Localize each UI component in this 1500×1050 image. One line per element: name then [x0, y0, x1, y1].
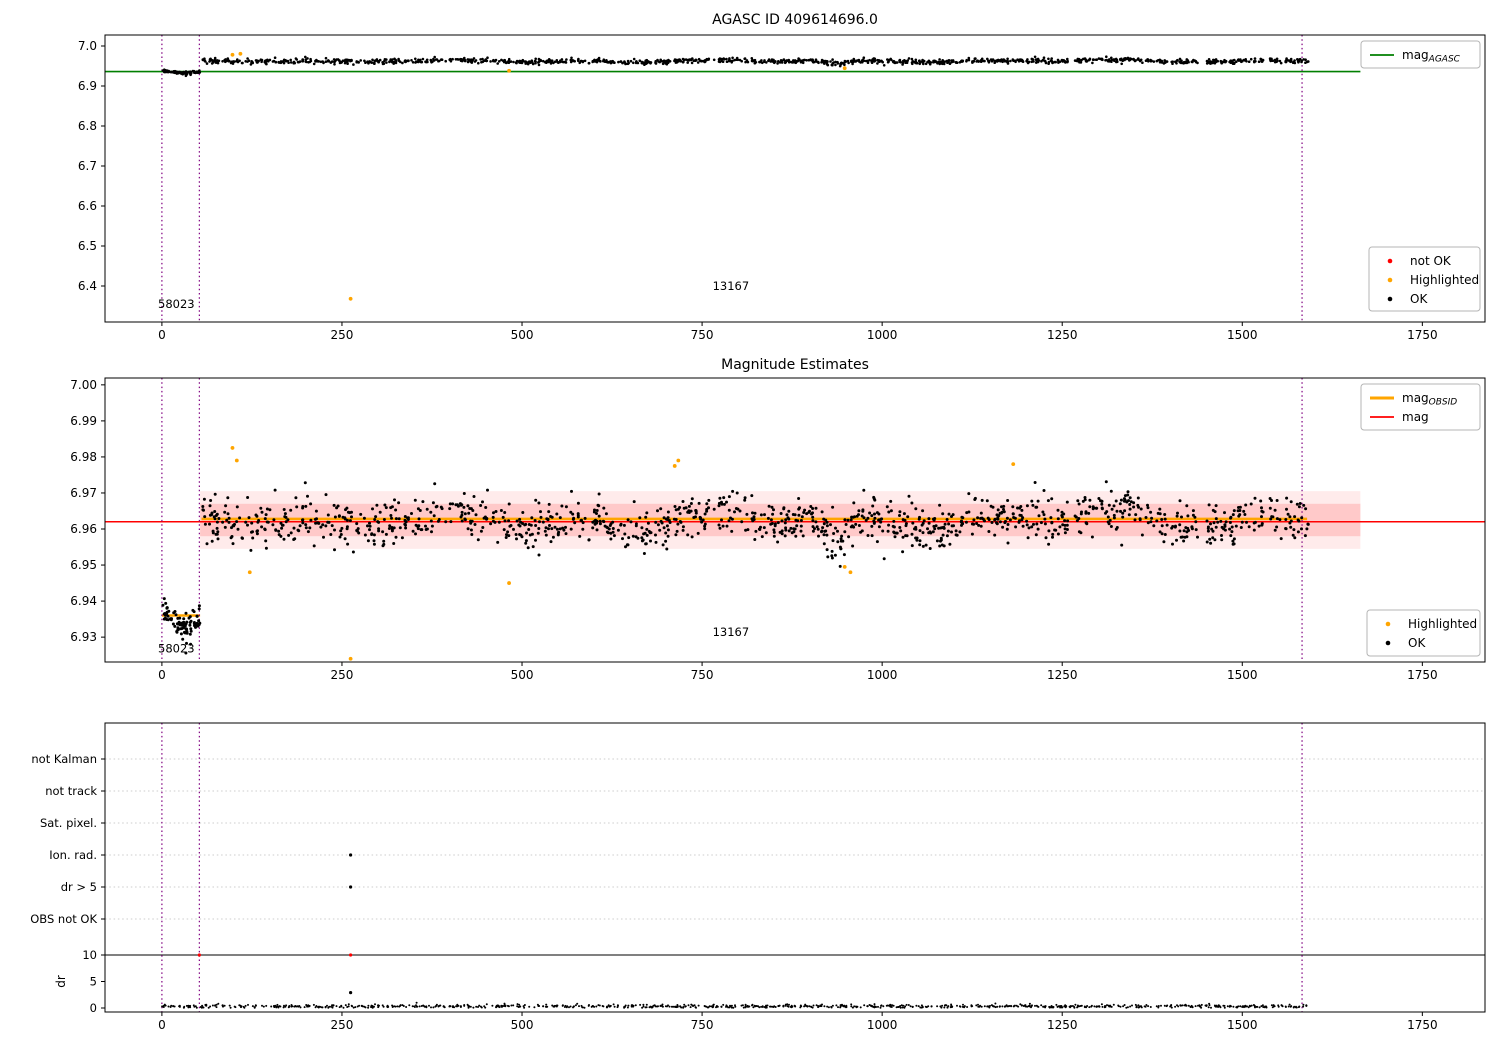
x-tick-label: 1250	[1047, 328, 1078, 342]
dr-tick-label: 0	[90, 1001, 97, 1015]
flag-category-label: dr > 5	[61, 880, 97, 894]
plot1: 0 250 500 750 1000 1250 1500 1750 6.4 6.5 6.6 6.7 6.…	[78, 34, 1486, 342]
x-tick-label: 750	[691, 328, 714, 342]
x-tick-label: 750	[691, 1018, 714, 1032]
flag-category-label: not Kalman	[31, 752, 97, 766]
legend-label: not OK	[1410, 254, 1452, 268]
y-tick-label: 6.98	[70, 450, 97, 464]
x-tick-label: 1500	[1227, 328, 1258, 342]
flag-category-label: not track	[45, 784, 97, 798]
obsid-annotation: 58023	[158, 297, 195, 311]
dr-tick-label: 5	[90, 975, 97, 989]
obsid-annotation: 13167	[713, 279, 750, 293]
legend: not OK Highlighted OK	[1368, 246, 1481, 312]
x-tick-label: 1250	[1047, 1018, 1078, 1032]
plot1-highlighted-scatter	[230, 51, 847, 301]
plot1-ok-scatter	[201, 55, 1310, 68]
y-tick-label: 6.7	[78, 159, 97, 173]
plot2-title: Magnitude Estimates	[721, 357, 869, 373]
obsid-annotation: 58023	[158, 641, 195, 655]
x-tick-label: 1750	[1407, 668, 1438, 682]
plot1-title: AGASC ID 409614696.0	[712, 12, 878, 28]
flag-category-label: Ion. rad.	[49, 848, 97, 862]
y-tick-label: 6.97	[70, 486, 97, 500]
x-tick-label: 1000	[867, 328, 898, 342]
legend-dot-sample	[1385, 640, 1391, 646]
legend-label: OK	[1408, 636, 1426, 650]
x-tick-label: 750	[691, 668, 714, 682]
x-tick-label: 0	[158, 328, 166, 342]
y-tick-label: 6.96	[70, 522, 97, 536]
axes-frame	[104, 34, 1486, 323]
x-tick-label: 0	[158, 668, 166, 682]
y-tick-label: 6.95	[70, 558, 97, 572]
y-tick-label: 7.0	[78, 39, 97, 53]
dr-axis-label: dr	[54, 975, 68, 988]
x-tick-label: 500	[511, 668, 534, 682]
dr-tick-label: 10	[82, 948, 97, 962]
legend-dot-sample	[1387, 258, 1393, 264]
x-tick-label: 1500	[1227, 668, 1258, 682]
x-tick-label: 250	[331, 328, 354, 342]
dr-outlier-point	[197, 953, 201, 957]
x-tick-label: 1500	[1227, 1018, 1258, 1032]
legend: magAGASC	[1360, 40, 1481, 69]
dr-outlier-point	[349, 991, 353, 995]
x-tick-label: 1750	[1407, 328, 1438, 342]
flag-point	[349, 853, 353, 857]
y-tick-label: 6.4	[78, 279, 97, 293]
legend-label: OK	[1410, 292, 1428, 306]
plot3: 0 250 500 750 1000 1250 1500 1750 not Kalman not …	[30, 722, 1486, 1032]
y-tick-label: 6.94	[70, 594, 97, 608]
y-tick-label: 6.8	[78, 119, 97, 133]
x-tick-label: 1000	[867, 668, 898, 682]
x-tick-label: 1000	[867, 1018, 898, 1032]
legend-dot-sample	[1385, 621, 1391, 627]
x-tick-label: 500	[511, 328, 534, 342]
y-tick-label: 6.5	[78, 239, 97, 253]
y-tick-label: 7.00	[70, 378, 97, 392]
x-tick-label: 1250	[1047, 668, 1078, 682]
legend: Highlighted OK	[1366, 609, 1481, 657]
plot2-ok-scatter	[201, 480, 1310, 568]
plot2-highlighted-scatter	[230, 446, 1016, 661]
flag-category-label: Sat. pixel.	[40, 816, 97, 830]
legend-label: Highlighted	[1410, 273, 1479, 287]
y-tick-label: 6.93	[70, 630, 97, 644]
plot2: 0 250 500 750 1000 1250 1500 1750 6.93 6.94 6.95 6.…	[70, 377, 1486, 682]
flag-category-label: OBS not OK	[30, 912, 97, 926]
dr-scatter	[161, 1001, 1308, 1009]
y-tick-label: 6.9	[78, 79, 97, 93]
x-tick-label: 250	[331, 668, 354, 682]
legend-dot-sample	[1387, 277, 1393, 283]
plot2-ok-scatter	[161, 597, 202, 655]
x-tick-label: 250	[331, 1018, 354, 1032]
axes-frame	[104, 377, 1486, 663]
obsid-annotation: 13167	[713, 625, 750, 639]
legend-label: Highlighted	[1408, 617, 1477, 631]
y-tick-label: 6.99	[70, 414, 97, 428]
flag-point	[349, 885, 353, 889]
x-tick-label: 0	[158, 1018, 166, 1032]
dr-outlier-point	[349, 953, 353, 957]
legend-label: mag	[1402, 410, 1429, 424]
plot1-ok-scatter	[161, 68, 202, 78]
y-tick-label: 6.6	[78, 199, 97, 213]
axes-frame	[104, 722, 1486, 1013]
legend-dot-sample	[1387, 296, 1393, 302]
x-tick-label: 1750	[1407, 1018, 1438, 1032]
x-tick-label: 500	[511, 1018, 534, 1032]
